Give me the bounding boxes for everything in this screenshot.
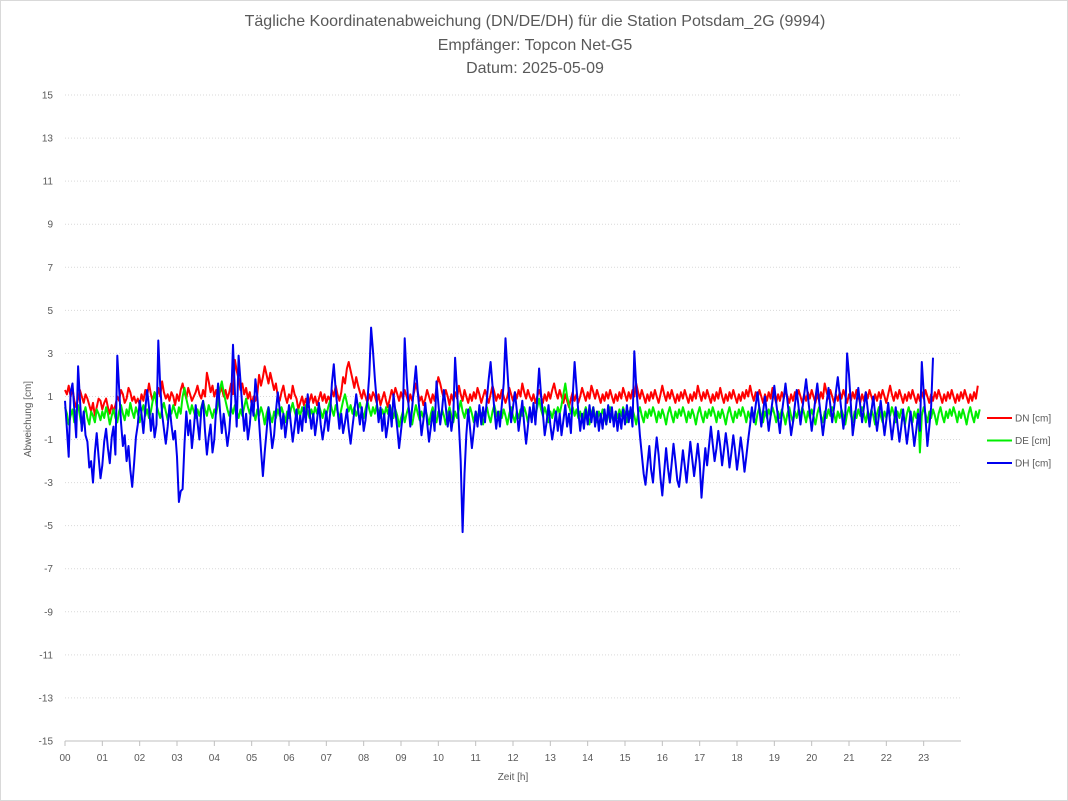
x-tick-label: 20: [806, 753, 818, 764]
x-tick-label: 21: [843, 753, 855, 764]
y-tick-label: 11: [43, 177, 54, 188]
y-tick-label: 7: [47, 263, 53, 274]
y-tick-label: -5: [44, 521, 53, 532]
x-tick-label: 06: [283, 753, 295, 764]
y-axis-title: Abweichung [cm]: [23, 381, 34, 457]
y-tick-label: 3: [47, 349, 53, 360]
x-tick-label: 09: [395, 753, 407, 764]
legend: DN [cm] DE [cm] DH [cm]: [987, 414, 1051, 470]
series-layer: [64, 326, 981, 534]
y-tick-label: 1: [47, 392, 53, 403]
x-axis-ticks: 00 01 02 03 04 05 06 07 08 09 10 11 12 13 14 15 16 17 18 19…: [59, 740, 961, 764]
x-tick-label: 16: [657, 753, 669, 764]
x-tick-label: 18: [731, 753, 743, 764]
x-tick-label: 14: [582, 753, 594, 764]
chart-subtitle-receiver: Empfänger: Topcon Net-G5: [437, 37, 633, 54]
x-tick-label: 05: [246, 753, 258, 764]
y-tick-label: 15: [42, 91, 54, 102]
series-line-dh: [64, 326, 934, 534]
x-tick-label: 00: [59, 753, 71, 764]
y-tick-label: -3: [44, 478, 53, 489]
x-tick-label: 02: [134, 753, 146, 764]
y-axis-ticks: 15 13 11 9 7 5 3 1 -1 -3 -5 -7 -9 -11 -13 -15: [39, 91, 54, 748]
x-tick-label: 03: [171, 753, 183, 764]
x-tick-label: 08: [358, 753, 370, 764]
y-tick-label: 5: [47, 306, 53, 317]
y-tick-label: 13: [42, 134, 54, 145]
x-tick-label: 04: [209, 753, 221, 764]
y-tick-label: -11: [39, 650, 53, 661]
y-tick-label: -1: [44, 435, 53, 446]
y-tick-label: -15: [39, 737, 54, 748]
x-tick-label: 15: [619, 753, 631, 764]
y-tick-label: 9: [47, 220, 53, 231]
x-tick-label: 12: [507, 753, 519, 764]
y-tick-label: -13: [39, 693, 54, 704]
series-line-de: [64, 380, 981, 454]
x-tick-label: 13: [545, 753, 557, 764]
y-tick-label: -9: [44, 607, 53, 618]
legend-label: DH [cm]: [1015, 459, 1051, 470]
x-tick-label: 11: [470, 753, 481, 764]
x-tick-label: 22: [881, 753, 893, 764]
x-tick-label: 07: [321, 753, 333, 764]
chart-title: Tägliche Koordinatenabweichung (DN/DE/DH…: [244, 13, 826, 30]
legend-label: DE [cm]: [1015, 436, 1051, 447]
gridlines: [65, 94, 961, 699]
x-tick-label: 23: [918, 753, 930, 764]
x-tick-label: 10: [433, 753, 445, 764]
x-tick-label: 17: [694, 753, 706, 764]
x-tick-label: 01: [97, 753, 109, 764]
y-tick-label: -7: [44, 564, 53, 575]
legend-label: DN [cm]: [1015, 414, 1051, 425]
chart-subtitle-date: Datum: 2025-05-09: [466, 60, 604, 77]
x-axis-title: Zeit [h]: [498, 772, 529, 783]
x-tick-label: 19: [769, 753, 781, 764]
